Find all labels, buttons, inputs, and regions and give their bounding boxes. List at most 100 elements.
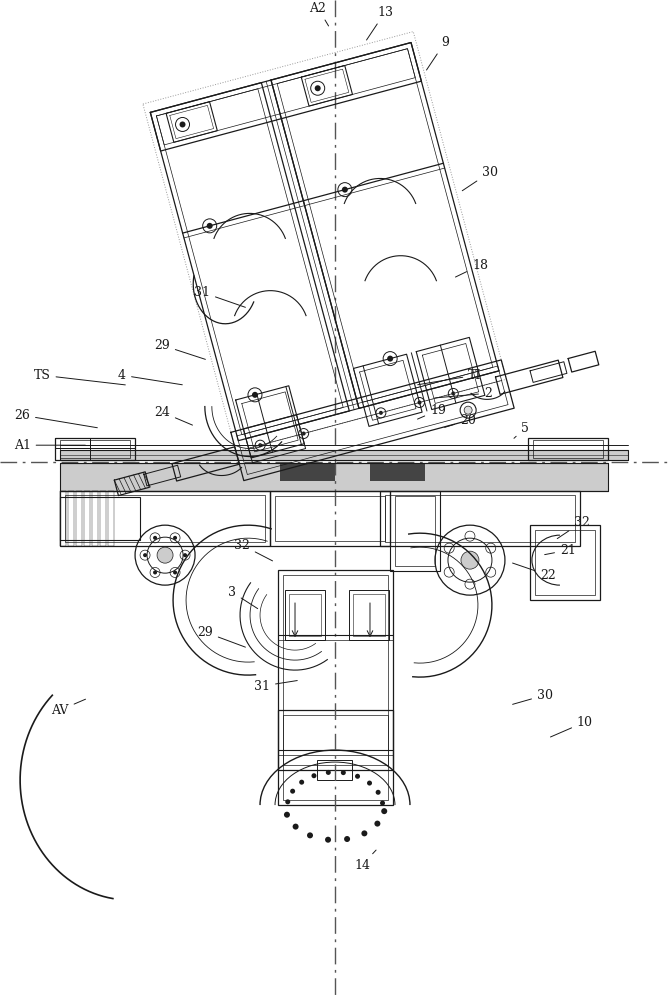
Text: 26: 26 bbox=[14, 409, 98, 428]
Bar bbox=[60, 450, 628, 460]
Circle shape bbox=[342, 187, 348, 193]
Circle shape bbox=[461, 551, 479, 569]
Text: 29: 29 bbox=[197, 626, 245, 647]
Text: 24: 24 bbox=[154, 406, 192, 425]
Circle shape bbox=[375, 790, 381, 795]
Bar bbox=[55, 438, 90, 448]
Bar bbox=[280, 463, 335, 481]
Bar bbox=[55, 438, 135, 460]
Bar bbox=[60, 463, 608, 491]
Bar bbox=[76, 491, 82, 546]
Bar bbox=[60, 491, 270, 546]
Circle shape bbox=[374, 821, 380, 827]
Bar bbox=[283, 715, 388, 800]
Circle shape bbox=[173, 536, 177, 540]
Bar bbox=[535, 530, 595, 595]
Bar bbox=[100, 491, 106, 546]
Bar bbox=[92, 491, 98, 546]
Bar bbox=[60, 491, 66, 546]
Circle shape bbox=[452, 391, 456, 395]
Circle shape bbox=[464, 406, 472, 414]
Circle shape bbox=[252, 392, 258, 398]
Bar bbox=[278, 570, 393, 770]
Bar bbox=[283, 575, 388, 765]
Circle shape bbox=[380, 801, 385, 806]
Bar bbox=[528, 438, 608, 460]
Bar bbox=[385, 495, 575, 542]
Circle shape bbox=[344, 836, 350, 842]
Text: A1: A1 bbox=[13, 439, 86, 452]
Circle shape bbox=[302, 432, 306, 436]
Bar bbox=[60, 463, 608, 491]
Text: 21: 21 bbox=[544, 544, 576, 557]
Text: 14: 14 bbox=[354, 850, 376, 872]
Circle shape bbox=[325, 837, 331, 843]
Text: 20: 20 bbox=[445, 414, 476, 427]
Circle shape bbox=[299, 780, 304, 785]
Circle shape bbox=[307, 832, 313, 838]
Text: 29: 29 bbox=[154, 339, 205, 359]
Text: 5: 5 bbox=[514, 422, 529, 438]
Bar bbox=[380, 491, 580, 546]
Circle shape bbox=[387, 356, 393, 362]
Text: 19: 19 bbox=[418, 404, 446, 419]
Circle shape bbox=[418, 400, 422, 404]
Circle shape bbox=[284, 812, 290, 818]
Circle shape bbox=[285, 799, 290, 804]
Circle shape bbox=[311, 773, 317, 778]
Bar bbox=[317, 760, 352, 780]
Text: 32: 32 bbox=[557, 516, 590, 539]
Bar bbox=[275, 496, 385, 541]
Text: 18: 18 bbox=[456, 259, 488, 277]
Text: 10: 10 bbox=[550, 716, 593, 737]
Bar bbox=[108, 491, 114, 546]
Bar bbox=[68, 491, 74, 546]
Circle shape bbox=[367, 781, 372, 786]
Circle shape bbox=[153, 536, 157, 540]
Circle shape bbox=[381, 808, 387, 814]
Bar bbox=[353, 594, 385, 636]
Circle shape bbox=[206, 223, 212, 229]
Text: 4: 4 bbox=[118, 369, 182, 385]
Circle shape bbox=[143, 553, 147, 557]
Text: A2: A2 bbox=[309, 2, 329, 26]
Circle shape bbox=[326, 770, 331, 775]
Text: 30: 30 bbox=[512, 689, 553, 704]
Text: 32: 32 bbox=[234, 539, 273, 561]
Circle shape bbox=[258, 443, 262, 447]
Bar bbox=[370, 463, 425, 481]
Bar bbox=[60, 497, 140, 540]
Text: 22: 22 bbox=[512, 563, 556, 582]
Text: 9: 9 bbox=[426, 36, 449, 70]
Bar bbox=[270, 491, 390, 546]
Circle shape bbox=[361, 830, 367, 836]
Text: 13: 13 bbox=[367, 6, 393, 40]
Bar bbox=[349, 590, 389, 640]
Text: 30: 30 bbox=[462, 166, 498, 191]
Text: TI: TI bbox=[418, 369, 482, 385]
Bar bbox=[60, 440, 130, 458]
Circle shape bbox=[153, 570, 157, 574]
Bar bbox=[285, 590, 325, 640]
Text: 2: 2 bbox=[435, 387, 492, 400]
Bar bbox=[395, 496, 435, 566]
Bar bbox=[390, 491, 440, 571]
Text: 3: 3 bbox=[228, 586, 258, 609]
Text: TS: TS bbox=[33, 369, 126, 385]
Circle shape bbox=[315, 85, 321, 91]
Circle shape bbox=[180, 121, 186, 127]
Circle shape bbox=[341, 770, 346, 775]
Bar bbox=[65, 495, 265, 542]
Circle shape bbox=[183, 553, 187, 557]
Bar bbox=[84, 491, 90, 546]
Text: 31: 31 bbox=[194, 286, 245, 307]
Text: 31: 31 bbox=[254, 680, 297, 693]
Bar bbox=[530, 525, 600, 600]
Circle shape bbox=[379, 411, 383, 415]
Text: AV: AV bbox=[51, 699, 86, 717]
Bar bbox=[533, 440, 603, 458]
Bar bbox=[278, 710, 393, 805]
Circle shape bbox=[293, 824, 299, 830]
Circle shape bbox=[173, 570, 177, 574]
Bar bbox=[289, 594, 321, 636]
